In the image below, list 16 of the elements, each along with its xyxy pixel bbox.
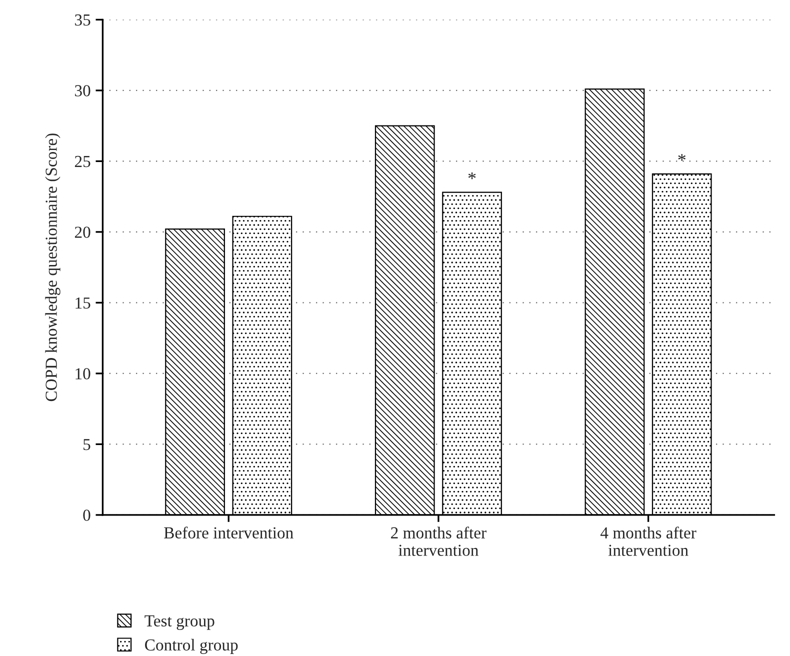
y-axis-title: COPD knowledge questionnaire (Score) [45, 134, 60, 402]
y-tick-label: 15 [76, 297, 90, 309]
x-tick-label: 2 months after intervention [391, 526, 486, 556]
x-tick-label: 4 months after intervention [600, 526, 696, 556]
y-tick-label: 30 [75, 85, 90, 96]
legend-label: Control group [145, 638, 238, 654]
y-tick-label: 35 [75, 14, 90, 26]
y-tick-label: 10 [76, 368, 90, 380]
y-tick-label: 0 [83, 510, 90, 521]
x-tick-label: Before intervention [164, 526, 294, 538]
y-tick-label: 25 [74, 156, 90, 168]
y-tick-label: 5 [84, 439, 90, 450]
annotation: * [468, 172, 476, 180]
y-tick-label: 20 [74, 226, 90, 238]
legend-label: Test group [144, 615, 214, 630]
annotation: * [678, 154, 686, 161]
